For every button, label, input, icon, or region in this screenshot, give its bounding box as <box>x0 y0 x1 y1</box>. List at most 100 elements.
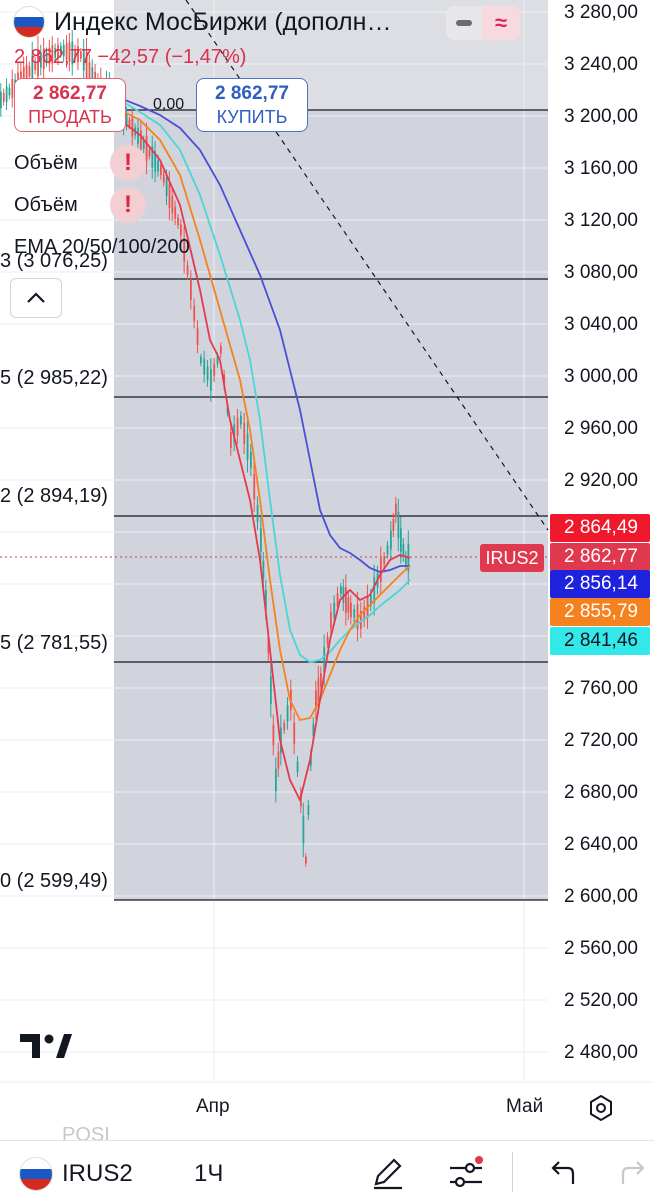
indicator-name: Объём <box>14 151 78 174</box>
candle-body <box>206 366 209 381</box>
buy-button[interactable]: 2 862,77 КУПИТЬ <box>196 78 308 132</box>
candle-body <box>296 761 299 772</box>
chart-settings-icon[interactable] <box>586 1093 616 1128</box>
y-tick: 2 560,00 <box>564 938 638 959</box>
indicator-volume-1[interactable]: Объём ! <box>14 145 154 181</box>
candle-body <box>77 46 79 63</box>
fib-label: 0 (2 599,49) <box>0 870 108 892</box>
candle-body <box>34 61 37 71</box>
redo-icon[interactable] <box>620 1154 650 1197</box>
candle-body <box>74 49 77 59</box>
candle-body <box>326 636 329 644</box>
fib-label: 5 (2 781,55) <box>0 632 108 654</box>
symbol-price-tag: IRUS2 <box>480 544 544 572</box>
candle-body <box>65 43 68 60</box>
candle-body <box>250 451 252 469</box>
candle-body <box>350 602 352 618</box>
russia-flag-icon <box>14 7 44 37</box>
x-label-may: Май <box>506 1096 544 1117</box>
indicator-name: Объём <box>14 193 78 216</box>
candle-body <box>8 87 11 96</box>
candle-body <box>210 369 212 391</box>
price-tag-ema100: 2 841,46 <box>550 627 650 655</box>
y-tick: 2 680,00 <box>564 782 638 803</box>
candle-body <box>286 705 289 722</box>
candle-body <box>270 676 272 704</box>
price-tag-ema200: 2 856,14 <box>550 570 650 598</box>
candle-body <box>265 590 267 610</box>
candle-body <box>40 52 42 68</box>
candle-body <box>390 530 392 550</box>
y-tick: 2 640,00 <box>564 834 638 855</box>
collapse-legend-button[interactable] <box>10 278 62 318</box>
indicator-volume-2[interactable]: Объём ! <box>14 187 154 223</box>
candle-body <box>353 608 356 618</box>
candle-body <box>174 206 177 219</box>
pencil-icon[interactable] <box>368 1154 406 1197</box>
candle-body <box>342 586 345 604</box>
warning-icon[interactable]: ! <box>110 145 146 181</box>
minus-icon[interactable] <box>446 6 482 40</box>
interval-selector[interactable]: 1Ч <box>194 1160 224 1187</box>
indicator-ema[interactable]: EMA 20/50/100/200 <box>14 236 190 258</box>
fib-lines <box>114 109 548 901</box>
candle-body <box>11 79 14 99</box>
candle-body <box>51 45 54 64</box>
y-tick: 3 200,00 <box>564 106 638 127</box>
settings-sliders-icon[interactable] <box>446 1154 486 1197</box>
chart-mode-toggle[interactable]: ≈ <box>446 6 520 40</box>
warning-icon[interactable]: ! <box>110 187 146 223</box>
candle-body <box>2 92 5 102</box>
candle-body <box>48 47 51 64</box>
candle-body <box>256 504 259 522</box>
candle-body <box>360 611 362 629</box>
candle-body <box>125 112 128 125</box>
price-tag-last: 2 862,77 <box>550 543 650 571</box>
wave-icon[interactable]: ≈ <box>482 6 520 40</box>
candle-body <box>165 178 168 197</box>
candle-body <box>183 238 186 262</box>
candle-body <box>186 265 189 275</box>
candle-body <box>370 594 372 606</box>
candle-body <box>37 49 39 77</box>
candle-body <box>82 49 85 71</box>
symbol-selector[interactable]: IRUS2 <box>62 1160 133 1187</box>
price-tag-high: 2 864,49 <box>550 514 650 542</box>
candle-body <box>395 503 397 517</box>
candle-body <box>213 364 216 376</box>
candle-body <box>22 66 25 88</box>
undo-icon[interactable] <box>546 1154 576 1197</box>
candle-body <box>400 528 402 552</box>
candle-body <box>312 723 315 737</box>
candle-body <box>380 558 382 582</box>
y-tick: 2 760,00 <box>564 678 638 699</box>
candle-body <box>180 224 182 236</box>
fib-label: 5 (2 985,22) <box>0 367 108 389</box>
symbol-header[interactable]: Индекс МосБиржи (дополн… <box>14 4 391 40</box>
tradingview-logo[interactable] <box>20 1034 72 1065</box>
candle-body <box>0 91 2 109</box>
candle-body <box>356 604 359 630</box>
sell-button[interactable]: 2 862,77 ПРОДАТЬ <box>14 78 126 132</box>
candle-body <box>253 473 256 500</box>
candle-body <box>283 723 286 731</box>
candle-body <box>177 217 179 226</box>
candle-body <box>267 637 270 653</box>
candle-body <box>305 856 307 864</box>
y-tick: 2 720,00 <box>564 730 638 751</box>
candle-body <box>230 432 232 448</box>
candle-body <box>171 195 174 213</box>
candle-body <box>220 346 222 354</box>
candle-body <box>340 586 342 594</box>
y-tick: 3 240,00 <box>564 54 638 75</box>
russia-flag-icon <box>20 1158 52 1190</box>
candle-body <box>272 724 275 746</box>
y-tick: 3 160,00 <box>564 158 638 179</box>
x-label-apr: Апр <box>196 1096 230 1117</box>
candle-body <box>54 48 57 58</box>
candle-body <box>60 46 62 54</box>
candle-body <box>193 305 196 321</box>
symbol-title: Индекс МосБиржи (дополн… <box>54 7 392 36</box>
candle-body <box>31 55 34 82</box>
trend-line[interactable] <box>185 0 549 531</box>
